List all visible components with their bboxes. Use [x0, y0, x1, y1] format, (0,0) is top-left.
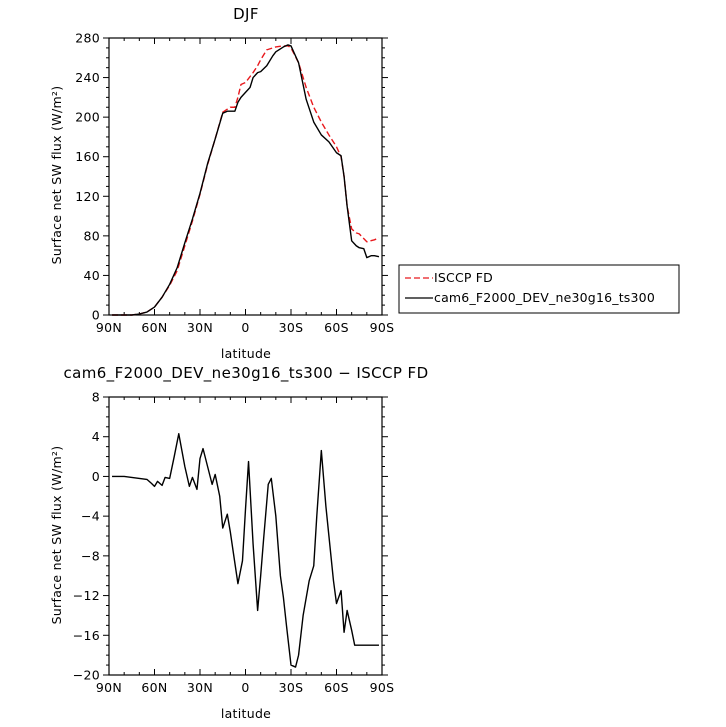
y-tick-label: −8	[81, 548, 100, 563]
x-tick-label: 60S	[324, 680, 349, 695]
x-tick-label: 60S	[324, 320, 349, 335]
y-tick-label: 200	[75, 110, 100, 125]
y-tick-label: −20	[73, 668, 100, 683]
bottom-y-axis-label: Surface net SW flux (W/m²)	[49, 446, 64, 625]
y-tick-label: −4	[81, 509, 100, 524]
x-tick-label: 90S	[370, 320, 395, 335]
y-tick-label: −12	[73, 588, 100, 603]
x-tick-label: 0	[241, 680, 249, 695]
plot-frame	[108, 396, 383, 676]
series-line-difference	[112, 433, 379, 668]
bottom-x-axis-label: latitude	[221, 706, 271, 721]
top-plot-area: 90N 60N 30N 0 30S 60S 90S 0 40 80 120 160 200 240 280	[75, 31, 394, 336]
x-tick-label: 30S	[279, 680, 304, 695]
series-line-cam6-f2000-dev-ne30g16-ts300	[112, 44, 380, 316]
y-tick-label: 40	[83, 268, 100, 283]
top-x-axis-label: latitude	[221, 346, 271, 361]
x-tick-label: 0	[241, 320, 249, 335]
legend-label-isccp: ISCCP FD	[434, 270, 493, 285]
bottom-panel: cam6_F2000_DEV_ne30g16_ts300 − ISCCP FD …	[49, 364, 428, 721]
y-tick-label: −16	[73, 628, 100, 643]
top-panel: DJF Surface net SW flux (W/m²) 90N 60N 30N…	[49, 5, 680, 361]
x-tick-label: 30S	[279, 320, 304, 335]
y-tick-label: 0	[92, 308, 100, 323]
y-tick-label: 280	[75, 31, 100, 46]
x-tick-label: 60N	[141, 320, 167, 335]
bottom-plot-area: 90N 60N 30N 0 30S 60S 90S −20 −16 −12 −8 −4 0 4 8	[73, 390, 395, 696]
y-tick-label: 8	[92, 390, 100, 405]
y-tick-label: 80	[83, 228, 100, 243]
x-tick-label: 90N	[96, 320, 122, 335]
series-line-isccp-fd	[112, 45, 380, 316]
y-tick-label: 4	[92, 429, 100, 444]
legend: ISCCP FD cam6_F2000_DEV_ne30g16_ts300	[398, 264, 680, 314]
x-tick-label: 90S	[370, 680, 395, 695]
x-tick-label: 60N	[141, 680, 167, 695]
legend-box	[398, 264, 680, 314]
y-tick-label: 120	[75, 189, 100, 204]
top-title: DJF	[233, 5, 259, 23]
y-tick-label: 160	[75, 149, 100, 164]
y-tick-label: 0	[92, 469, 100, 484]
x-tick-label: 30N	[187, 680, 213, 695]
top-y-axis-label: Surface net SW flux (W/m²)	[49, 86, 64, 265]
y-tick-label: 240	[75, 70, 100, 85]
x-tick-label: 90N	[96, 680, 122, 695]
plot-frame	[108, 37, 383, 316]
legend-label-cam6: cam6_F2000_DEV_ne30g16_ts300	[434, 290, 655, 305]
x-tick-label: 30N	[187, 320, 213, 335]
bottom-title: cam6_F2000_DEV_ne30g16_ts300 − ISCCP FD	[63, 364, 428, 383]
